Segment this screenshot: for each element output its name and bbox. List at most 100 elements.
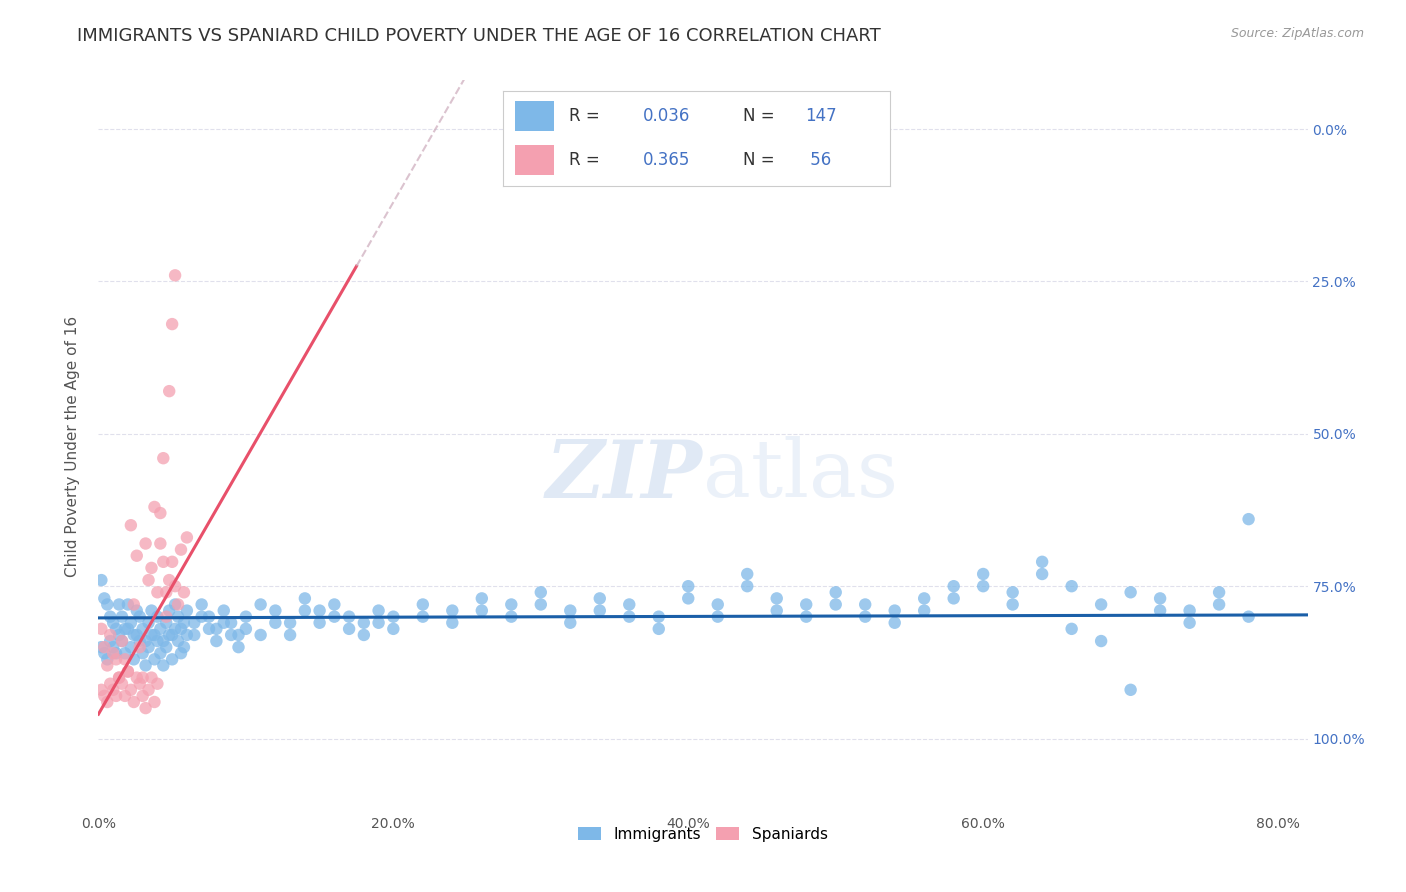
Point [114, 689, 136, 703]
Point [131, 646, 153, 660]
Point [155, 585, 177, 599]
Point [131, 689, 153, 703]
Point [128, 676, 150, 690]
Point [146, 634, 169, 648]
Point [135, 658, 157, 673]
Point [212, 615, 235, 630]
Point [942, 579, 965, 593]
Point [170, 646, 193, 660]
Point [146, 609, 169, 624]
Point [183, 615, 205, 630]
Point [141, 604, 163, 618]
Point [173, 585, 195, 599]
Point [412, 598, 434, 612]
Point [471, 591, 494, 606]
Point [735, 567, 758, 582]
Point [367, 615, 389, 630]
Point [589, 604, 612, 618]
Point [157, 604, 180, 618]
Point [170, 542, 193, 557]
Point [353, 615, 375, 630]
Point [125, 671, 148, 685]
Point [105, 646, 128, 660]
Point [125, 549, 148, 563]
Point [235, 609, 257, 624]
Point [883, 604, 905, 618]
Point [323, 598, 346, 612]
Point [619, 609, 641, 624]
Point [560, 615, 582, 630]
Point [96, 598, 118, 612]
Point [93, 591, 115, 606]
Point [1178, 604, 1201, 618]
Point [111, 634, 134, 648]
Point [235, 622, 257, 636]
Point [114, 622, 136, 636]
Point [141, 628, 163, 642]
Point [794, 598, 817, 612]
Point [96, 695, 118, 709]
Point [117, 622, 139, 636]
Point [501, 609, 523, 624]
Point [93, 689, 115, 703]
Point [122, 652, 145, 666]
Point [111, 634, 134, 648]
Point [824, 598, 846, 612]
Point [152, 658, 174, 673]
Point [101, 640, 124, 655]
Point [678, 591, 700, 606]
Point [152, 451, 174, 466]
Point [530, 598, 553, 612]
Point [122, 695, 145, 709]
Point [114, 652, 136, 666]
Point [117, 665, 139, 679]
Point [294, 591, 316, 606]
Text: Source: ZipAtlas.com: Source: ZipAtlas.com [1230, 27, 1364, 40]
Point [167, 634, 190, 648]
Point [912, 591, 935, 606]
Point [190, 609, 212, 624]
Point [160, 628, 183, 642]
Point [1001, 585, 1024, 599]
Point [120, 518, 142, 533]
Point [143, 652, 166, 666]
Point [173, 640, 195, 655]
Point [264, 604, 287, 618]
Point [101, 682, 124, 697]
Point [972, 567, 994, 582]
Point [90, 573, 112, 587]
Point [1119, 682, 1142, 697]
Point [678, 579, 700, 593]
Point [165, 622, 187, 636]
Point [794, 609, 817, 624]
Point [1031, 555, 1053, 569]
Point [765, 591, 787, 606]
Point [165, 598, 187, 612]
Point [278, 615, 301, 630]
Point [165, 579, 187, 593]
Point [138, 640, 160, 655]
Point [337, 609, 360, 624]
Point [155, 640, 177, 655]
Point [138, 682, 160, 697]
Point [190, 598, 212, 612]
Point [131, 671, 153, 685]
Point [157, 573, 180, 587]
Point [93, 646, 115, 660]
Point [135, 536, 157, 550]
Point [883, 615, 905, 630]
Point [308, 604, 330, 618]
Point [128, 609, 150, 624]
Point [853, 609, 876, 624]
Point [367, 604, 389, 618]
Point [308, 615, 330, 630]
Point [160, 555, 183, 569]
Point [96, 658, 118, 673]
Text: atlas: atlas [703, 436, 898, 515]
Point [1208, 598, 1230, 612]
Y-axis label: Child Poverty Under the Age of 16: Child Poverty Under the Age of 16 [65, 316, 80, 576]
Point [105, 652, 128, 666]
Point [205, 622, 228, 636]
Point [176, 604, 198, 618]
Point [152, 555, 174, 569]
